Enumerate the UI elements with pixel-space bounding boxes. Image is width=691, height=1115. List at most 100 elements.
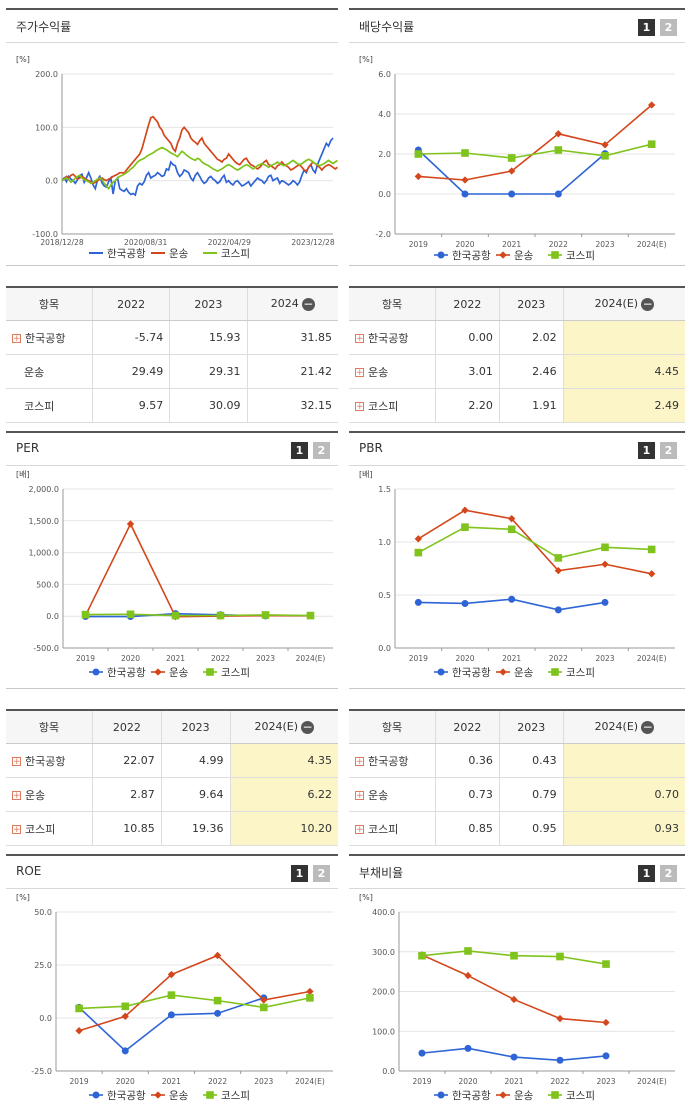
cell-value: 0.95	[498, 811, 564, 846]
data-point	[507, 154, 516, 162]
table-row: + 운송 3.01 2.46 4.45	[349, 354, 685, 389]
header-year: 2024(E) −	[562, 709, 685, 744]
x-tick-label: 2019	[70, 1077, 89, 1086]
table-row: + 운송 2.87 9.64 6.22	[6, 777, 338, 812]
x-tick-label: 2020	[455, 240, 474, 249]
header-year: 2024(E) −	[562, 286, 685, 321]
legend-label: 한국공항	[107, 248, 146, 260]
y-tick-label: 0.0	[39, 1014, 52, 1023]
view-1-button[interactable]: 1	[638, 865, 655, 882]
expand-icon[interactable]: +	[355, 791, 364, 801]
cell-value: 1.91	[498, 388, 564, 423]
x-tick-label: 2022	[549, 654, 568, 663]
panel-title: 배당수익률	[359, 20, 415, 34]
cell-value: 3.01	[435, 354, 500, 389]
expand-icon[interactable]: +	[355, 757, 364, 767]
table-header-row: 항목 2022 2023 2024(E) −	[6, 709, 338, 744]
data-point	[414, 548, 423, 557]
data-point	[126, 610, 135, 619]
y-tick-label: 500.0	[36, 580, 59, 589]
y-tick-label: 1,500.0	[28, 517, 59, 526]
data-point	[213, 996, 222, 1005]
data-point	[556, 1014, 564, 1023]
data-point	[554, 606, 562, 614]
header-year: 2023	[498, 709, 564, 744]
expand-icon[interactable]: +	[12, 825, 21, 835]
expand-icon[interactable]: +	[355, 334, 364, 344]
dividend-yield-table: 항목 2022 2023 2024(E) − + 한국공항 0.00 2.02 + 운송 3.01 2.…	[349, 286, 685, 423]
legend-marker	[92, 1091, 100, 1099]
data-point	[306, 611, 315, 620]
legend-label: 한국공항	[107, 667, 146, 679]
view-1-button[interactable]: 1	[638, 442, 655, 459]
header-year: 2023	[498, 286, 564, 321]
x-tick-label: 2020	[458, 1077, 477, 1086]
x-tick-label: 2024(E)	[637, 1077, 667, 1086]
unit-label: [%]	[359, 55, 373, 64]
x-tick-label: 2019	[409, 654, 428, 663]
cell-value: 0.79	[498, 777, 564, 812]
y-tick-label: 100.0	[35, 123, 58, 132]
dividend-yield-chart: [%] 6.0 4.0 2.0 0.0 -2.0 2019 2020 2021 2022 2023 2…	[359, 55, 675, 262]
data-point	[647, 570, 656, 578]
expand-icon[interactable]: +	[12, 334, 21, 344]
unit-label: [배]	[16, 470, 30, 479]
cell-value: 0.43	[498, 743, 564, 778]
legend-marker	[437, 668, 445, 676]
series-line	[78, 954, 311, 1032]
data-point	[647, 545, 656, 554]
legend: 한국공항 운송 코스피	[89, 1090, 250, 1102]
data-point	[414, 598, 422, 606]
cell-value: 9.64	[160, 777, 230, 812]
y-tick-label: 0.0	[45, 177, 58, 186]
header-item: 항목	[6, 286, 93, 321]
data-point	[510, 951, 518, 960]
view-1-button[interactable]: 1	[291, 442, 308, 459]
legend-label: 코스피	[566, 250, 595, 262]
expand-icon[interactable]: +	[355, 825, 364, 835]
legend-marker	[437, 251, 445, 259]
legend-marker	[92, 668, 100, 676]
x-tick-label: 2024(E)	[637, 240, 667, 249]
table-header-row: 항목 2022 2023 2024(E) −	[349, 709, 685, 744]
collapse-icon[interactable]: −	[641, 719, 655, 734]
collapse-icon[interactable]: −	[641, 296, 655, 311]
y-tick-label: 4.0	[378, 110, 391, 119]
cell-value: 0.36	[435, 743, 500, 778]
view-2-button[interactable]: 2	[660, 442, 677, 459]
view-2-button[interactable]: 2	[660, 19, 677, 36]
expand-icon[interactable]: +	[12, 757, 21, 767]
data-point	[647, 140, 656, 148]
legend-marker	[551, 1091, 559, 1099]
collapse-icon[interactable]: −	[301, 296, 315, 311]
table-row: + 운송 0.73 0.79 0.70	[349, 777, 685, 812]
expand-icon[interactable]: +	[355, 402, 364, 412]
cell-value: 21.42	[246, 354, 338, 389]
data-point	[601, 152, 609, 160]
data-point	[507, 525, 516, 534]
legend-label: 코스피	[566, 1090, 595, 1102]
y-tick-label: -100.0	[32, 230, 58, 239]
legend-label: 운송	[169, 667, 189, 679]
x-tick-label: 2022/04/29	[208, 238, 251, 247]
view-1-button[interactable]: 1	[638, 19, 655, 36]
view-1-button[interactable]: 1	[291, 865, 308, 882]
row-label: + 한국공항	[349, 743, 436, 778]
view-2-button[interactable]: 2	[660, 865, 677, 882]
y-tick-label: 0.0	[378, 644, 391, 653]
collapse-icon[interactable]: −	[301, 719, 315, 734]
expand-icon[interactable]: +	[355, 368, 364, 378]
row-label: + 한국공항	[349, 320, 436, 355]
view-2-button[interactable]: 2	[313, 865, 330, 882]
view-2-button[interactable]: 2	[313, 442, 330, 459]
panel-header: 주가수익률	[6, 8, 338, 43]
expand-icon[interactable]: +	[12, 791, 21, 801]
table-row: + 코스피 10.85 19.36 10.20	[6, 811, 338, 846]
legend-marker	[206, 668, 214, 676]
x-tick-label: 2023/12/28	[291, 238, 334, 247]
legend-marker	[437, 1091, 445, 1099]
data-point	[121, 1047, 129, 1055]
